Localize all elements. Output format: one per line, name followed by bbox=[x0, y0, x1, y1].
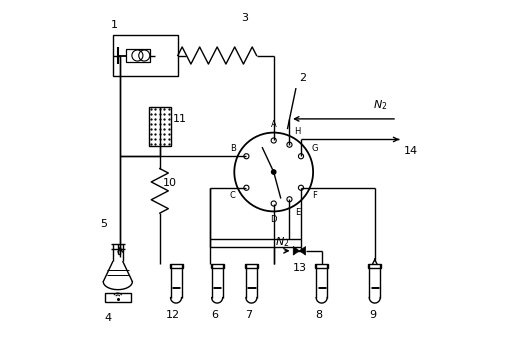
Text: 7: 7 bbox=[245, 310, 252, 320]
Bar bbox=[368, 264, 381, 268]
Text: D: D bbox=[270, 215, 277, 224]
Text: G: G bbox=[311, 144, 318, 153]
Text: 11: 11 bbox=[173, 114, 187, 124]
Text: 10: 10 bbox=[162, 178, 176, 188]
Bar bbox=[211, 264, 224, 268]
Bar bbox=[315, 264, 328, 268]
Text: 6: 6 bbox=[211, 310, 218, 320]
Text: 13: 13 bbox=[293, 264, 307, 273]
Text: $N_2$: $N_2$ bbox=[276, 236, 290, 249]
Text: F: F bbox=[312, 191, 317, 200]
Bar bbox=[113, 35, 178, 76]
Text: A: A bbox=[271, 120, 277, 129]
Bar bbox=[126, 49, 150, 62]
Text: 2: 2 bbox=[300, 73, 306, 83]
Text: $N_2$: $N_2$ bbox=[373, 98, 387, 112]
Circle shape bbox=[271, 170, 276, 174]
Polygon shape bbox=[300, 247, 306, 255]
Bar bbox=[170, 264, 183, 268]
Text: B: B bbox=[230, 144, 236, 153]
Text: C: C bbox=[230, 191, 236, 200]
Text: 1: 1 bbox=[111, 20, 118, 30]
Text: H: H bbox=[294, 127, 301, 136]
Text: 14: 14 bbox=[404, 147, 418, 157]
Bar bbox=[149, 107, 171, 146]
Text: E: E bbox=[295, 208, 300, 217]
Polygon shape bbox=[293, 247, 300, 255]
Bar bbox=[245, 264, 258, 268]
Text: 4: 4 bbox=[104, 313, 111, 323]
Text: 3: 3 bbox=[241, 13, 248, 23]
Bar bbox=[105, 293, 131, 302]
Text: 5: 5 bbox=[100, 219, 107, 229]
Text: 12: 12 bbox=[165, 310, 180, 320]
Text: 9: 9 bbox=[369, 310, 376, 320]
Text: 8: 8 bbox=[315, 310, 322, 320]
